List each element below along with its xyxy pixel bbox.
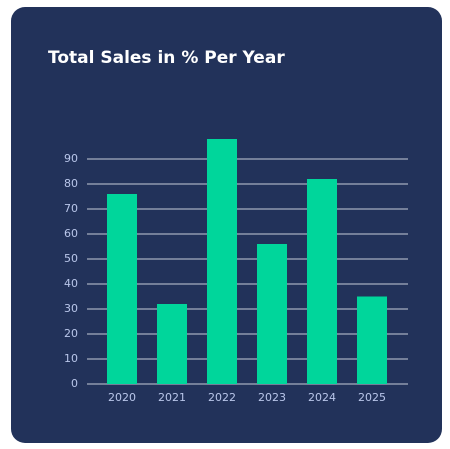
bar [207, 139, 237, 384]
bar [157, 304, 187, 384]
x-tick-label: 2022 [208, 391, 236, 404]
y-tick-label: 0 [71, 377, 78, 390]
x-tick-label: 2023 [258, 391, 286, 404]
y-tick-label: 50 [64, 252, 78, 265]
y-tick-label: 30 [64, 302, 78, 315]
y-tick-label: 20 [64, 327, 78, 340]
y-tick-label: 10 [64, 352, 78, 365]
bar [107, 194, 137, 384]
y-tick-label: 40 [64, 277, 78, 290]
x-tick-label: 2020 [108, 391, 136, 404]
chart-title: Total Sales in % Per Year [48, 48, 285, 68]
x-tick-label: 2025 [358, 391, 386, 404]
y-tick-label: 90 [64, 152, 78, 165]
y-tick-label: 80 [64, 177, 78, 190]
bar [357, 296, 387, 384]
x-tick-label: 2024 [308, 391, 336, 404]
x-tick-label: 2021 [158, 391, 186, 404]
bar [307, 179, 337, 384]
y-tick-label: 60 [64, 227, 78, 240]
bar [257, 244, 287, 384]
y-tick-label: 70 [64, 202, 78, 215]
